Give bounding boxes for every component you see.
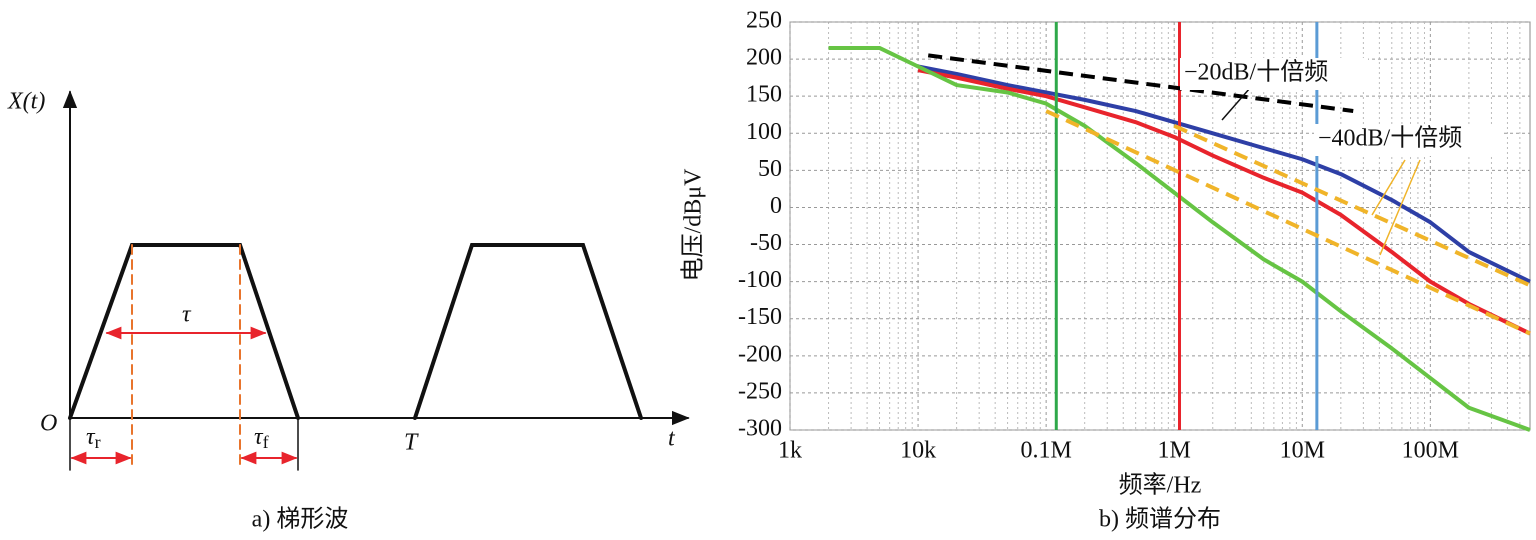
y-tick-label: 0 [770, 193, 782, 219]
annotation: −20dB/十倍频 [1184, 59, 1328, 86]
time-label: t [668, 426, 676, 452]
x-axis-label: 频率/Hz [1119, 472, 1202, 499]
spectrum-line [917, 68, 1531, 336]
x-tick-label: 100M [1402, 438, 1459, 464]
x-tick-label: 0.1M [1020, 438, 1071, 464]
annotation-bg [1314, 124, 1504, 156]
annotation-bg [1180, 58, 1368, 90]
annotation: −40dB/十倍频 [1318, 125, 1462, 152]
y-tick-label: -200 [738, 341, 782, 367]
y-axis-label: 电压/dBμV [680, 168, 707, 282]
y-tick-label: -100 [738, 267, 782, 293]
pulse [68, 243, 300, 420]
leader-line [1379, 159, 1421, 256]
fall-label: τf [254, 424, 269, 453]
origin-label: O [40, 411, 57, 437]
pulse [413, 243, 643, 420]
y-tick-label: -150 [738, 304, 782, 330]
y-tick-label: -50 [750, 230, 782, 256]
spectrum-line [828, 45, 1531, 432]
x-tick-label: 1M [1158, 438, 1191, 464]
y-tick-label: -250 [738, 378, 782, 404]
leader-line [1221, 87, 1251, 121]
caption: a) 梯形波 [252, 506, 349, 533]
x-tick-label: 10M [1280, 438, 1325, 464]
width-label: τ [182, 302, 192, 328]
asymptote [1045, 109, 1531, 336]
leader-line [1371, 159, 1406, 216]
y-axis-label: X(t) [7, 89, 45, 115]
spectrum-line [917, 64, 1531, 284]
caption: b) 频谱分布 [1099, 506, 1221, 533]
y-tick-label: 200 [746, 45, 782, 71]
period-label: T [404, 430, 419, 456]
x-tick-label: 1k [778, 438, 802, 464]
rise-label: τr [86, 424, 101, 453]
x-tick-label: 10k [900, 438, 936, 464]
y-tick-label: 50 [758, 156, 782, 182]
y-tick-label: 150 [746, 82, 782, 108]
asymptote [927, 53, 1354, 114]
waveform-diagram: X(t) O τ τr τf T t a) 梯形波 [7, 89, 690, 533]
y-tick-label: 100 [746, 119, 782, 145]
y-tick-label: -300 [738, 416, 782, 442]
y-tick-label: 250 [746, 8, 782, 34]
